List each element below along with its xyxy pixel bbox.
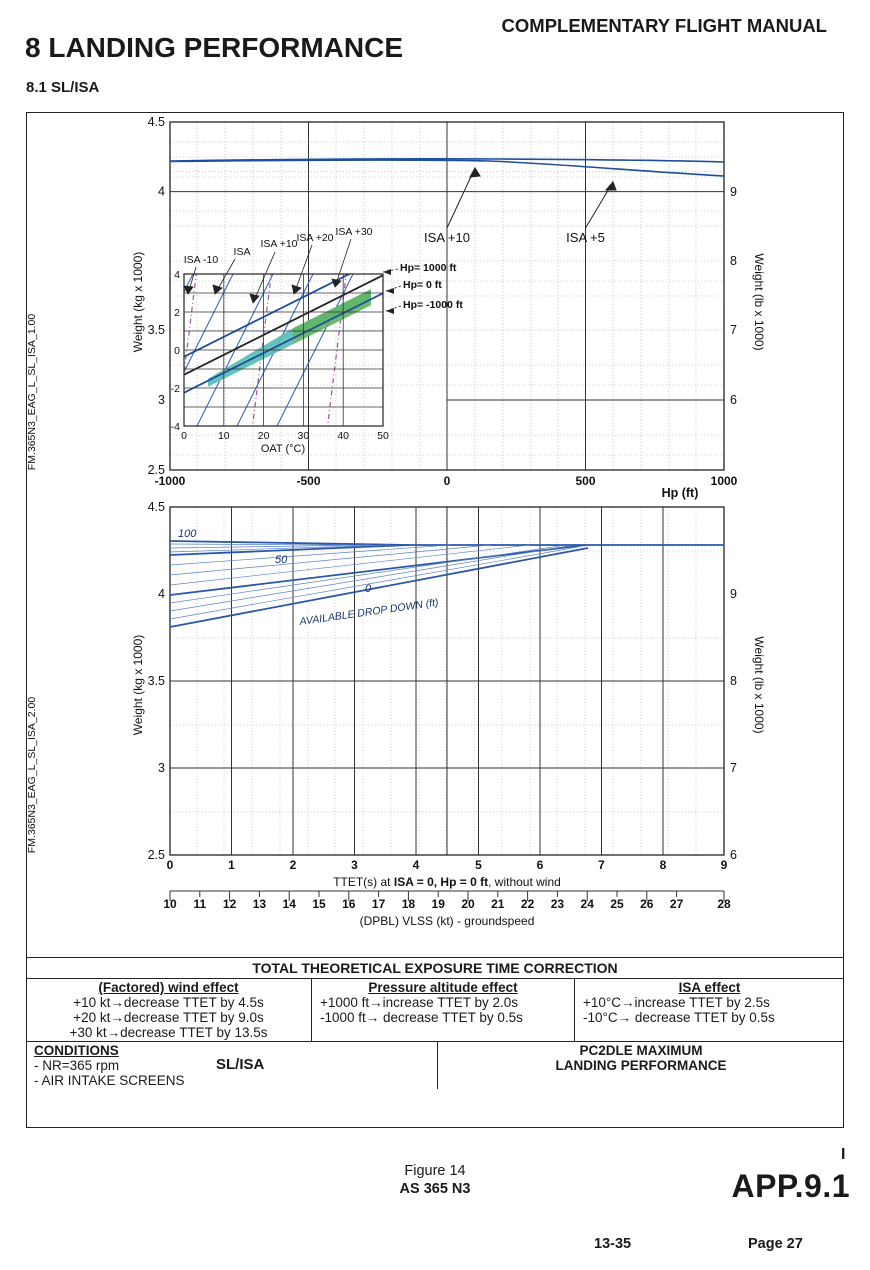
svg-text:17: 17	[372, 897, 386, 911]
svg-text:ISA +30: ISA +30	[335, 226, 372, 238]
svg-text:7: 7	[598, 858, 605, 872]
svg-text:FM.365N3_EAG_L_SL_ISA_1.00: FM.365N3_EAG_L_SL_ISA_1.00	[26, 314, 38, 471]
svg-text:7: 7	[730, 761, 737, 775]
svg-text:0: 0	[181, 430, 187, 442]
svg-text:40: 40	[337, 430, 349, 442]
svg-text:4: 4	[158, 587, 165, 601]
svg-text:7: 7	[730, 323, 737, 337]
svg-text:-4: -4	[171, 421, 180, 433]
svg-text:6: 6	[730, 393, 737, 407]
svg-text:3.5: 3.5	[148, 674, 165, 688]
svg-text:9: 9	[730, 587, 737, 601]
svg-text:6: 6	[730, 848, 737, 862]
svg-text:15: 15	[312, 897, 326, 911]
svg-text:21: 21	[491, 897, 505, 911]
svg-text:ISA +10: ISA +10	[260, 238, 297, 250]
svg-text:Hp= 1000 ft: Hp= 1000 ft	[400, 262, 457, 274]
svg-text:(DPBL) VLSS (kt) - groundspeed: (DPBL) VLSS (kt) - groundspeed	[360, 914, 535, 928]
svg-text:11: 11	[193, 897, 206, 911]
svg-text:50: 50	[377, 430, 389, 442]
svg-text:-2: -2	[171, 383, 180, 395]
svg-text:19: 19	[432, 897, 446, 911]
svg-text:5: 5	[475, 858, 482, 872]
svg-text:OAT (°C): OAT (°C)	[261, 443, 305, 455]
svg-text:25: 25	[610, 897, 624, 911]
svg-text:1000: 1000	[711, 474, 738, 488]
svg-text:0: 0	[444, 474, 451, 488]
svg-text:Weight (kg x 1000): Weight (kg x 1000)	[131, 635, 145, 736]
svg-text:0: 0	[167, 858, 174, 872]
svg-text:4: 4	[158, 185, 165, 199]
svg-text:20: 20	[258, 430, 270, 442]
svg-text:9: 9	[721, 858, 728, 872]
svg-text:3: 3	[158, 761, 165, 775]
svg-text:8: 8	[660, 858, 667, 872]
svg-text:ISA -10: ISA -10	[184, 254, 219, 266]
svg-text:0: 0	[174, 345, 180, 357]
svg-text:13: 13	[253, 897, 267, 911]
svg-text:AVAILABLE DROP DOWN (ft): AVAILABLE DROP DOWN (ft)	[298, 597, 440, 629]
svg-text:FM.365N3_EAG_L_SL_ISA_2.00: FM.365N3_EAG_L_SL_ISA_2.00	[26, 697, 38, 854]
svg-text:27: 27	[670, 897, 684, 911]
svg-text:0: 0	[365, 583, 372, 595]
svg-text:Weight (lb x 1000): Weight (lb x 1000)	[752, 253, 766, 350]
svg-text:500: 500	[575, 474, 595, 488]
svg-text:10: 10	[218, 430, 230, 442]
svg-text:100: 100	[178, 528, 197, 540]
svg-text:8: 8	[730, 674, 737, 688]
svg-text:ISA +20: ISA +20	[296, 232, 333, 244]
svg-text:Weight (kg x 1000): Weight (kg x 1000)	[131, 252, 145, 353]
svg-text:Hp= -1000 ft: Hp= -1000 ft	[403, 299, 463, 311]
svg-text:2.5: 2.5	[148, 848, 165, 862]
svg-text:Weight (lb x 1000): Weight (lb x 1000)	[752, 636, 766, 733]
svg-text:23: 23	[551, 897, 565, 911]
svg-text:50: 50	[275, 554, 288, 566]
svg-text:TTET(s) at ISA = 0, Hp = 0 ft,: TTET(s) at ISA = 0, Hp = 0 ft, without w…	[333, 875, 561, 889]
svg-text:ISA: ISA	[234, 246, 251, 258]
svg-text:4: 4	[413, 858, 420, 872]
svg-text:4.5: 4.5	[148, 115, 165, 129]
svg-text:3: 3	[351, 858, 358, 872]
svg-text:6: 6	[537, 858, 544, 872]
svg-text:4.5: 4.5	[148, 500, 165, 514]
svg-text:ISA +5: ISA +5	[566, 230, 605, 245]
svg-text:-1000: -1000	[155, 474, 186, 488]
svg-text:30: 30	[298, 430, 310, 442]
svg-text:3.5: 3.5	[148, 323, 165, 337]
svg-text:9: 9	[730, 185, 737, 199]
svg-text:4: 4	[174, 269, 180, 281]
svg-text:8: 8	[730, 254, 737, 268]
svg-text:2: 2	[290, 858, 297, 872]
svg-text:1: 1	[228, 858, 235, 872]
svg-text:Hp= 0 ft: Hp= 0 ft	[403, 279, 442, 291]
svg-text:2: 2	[174, 307, 180, 319]
svg-text:-500: -500	[296, 474, 320, 488]
svg-text:3: 3	[158, 393, 165, 407]
svg-text:ISA +10: ISA +10	[424, 230, 470, 245]
